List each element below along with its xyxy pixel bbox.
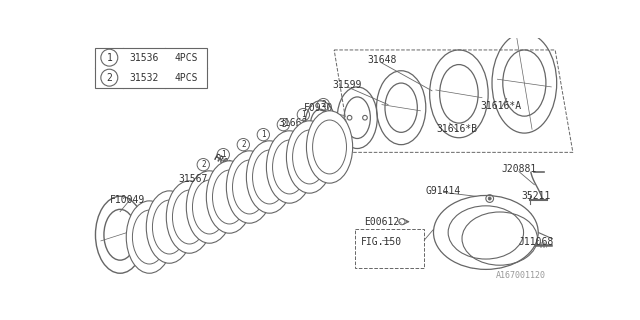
Ellipse shape [488,197,492,200]
Text: 31648: 31648 [367,55,397,65]
Text: 2: 2 [106,73,112,83]
Ellipse shape [246,141,292,213]
Ellipse shape [266,131,312,203]
Text: 4PCS: 4PCS [175,73,198,83]
Text: 35211: 35211 [521,191,550,201]
Text: 31536: 31536 [129,53,159,63]
Ellipse shape [433,196,538,269]
Ellipse shape [166,181,212,253]
Text: FIG.150: FIG.150 [362,237,403,247]
Ellipse shape [227,151,273,223]
Ellipse shape [287,121,333,193]
Bar [95,48,207,88]
Text: 4PCS: 4PCS [175,53,198,63]
Text: 2: 2 [321,100,326,109]
Text: E00612: E00612 [364,217,399,227]
Ellipse shape [206,161,253,233]
Ellipse shape [126,201,172,273]
Text: 1: 1 [106,53,112,63]
Text: 31599: 31599 [333,80,362,90]
Text: 2: 2 [281,120,285,129]
Text: 1: 1 [221,150,225,159]
Text: A167001120: A167001120 [495,271,545,280]
Text: 2: 2 [201,160,205,169]
Text: 2: 2 [241,140,246,149]
Text: 31668: 31668 [278,118,308,128]
Text: G91414: G91414 [426,186,461,196]
Text: 31616*A: 31616*A [481,101,522,111]
Ellipse shape [307,111,353,183]
Text: 1: 1 [301,110,306,119]
Text: F0930: F0930 [304,103,333,113]
Text: FRONT: FRONT [211,153,237,173]
Text: J20881: J20881 [501,164,536,174]
Ellipse shape [147,191,193,263]
Text: F10049: F10049 [110,195,145,205]
Text: J11068: J11068 [518,237,554,247]
Bar [355,229,424,268]
Text: 31616*B: 31616*B [436,124,478,134]
Ellipse shape [186,171,232,243]
Text: 1: 1 [261,130,266,139]
Text: 31532: 31532 [129,73,159,83]
Text: 31567: 31567 [179,173,208,184]
